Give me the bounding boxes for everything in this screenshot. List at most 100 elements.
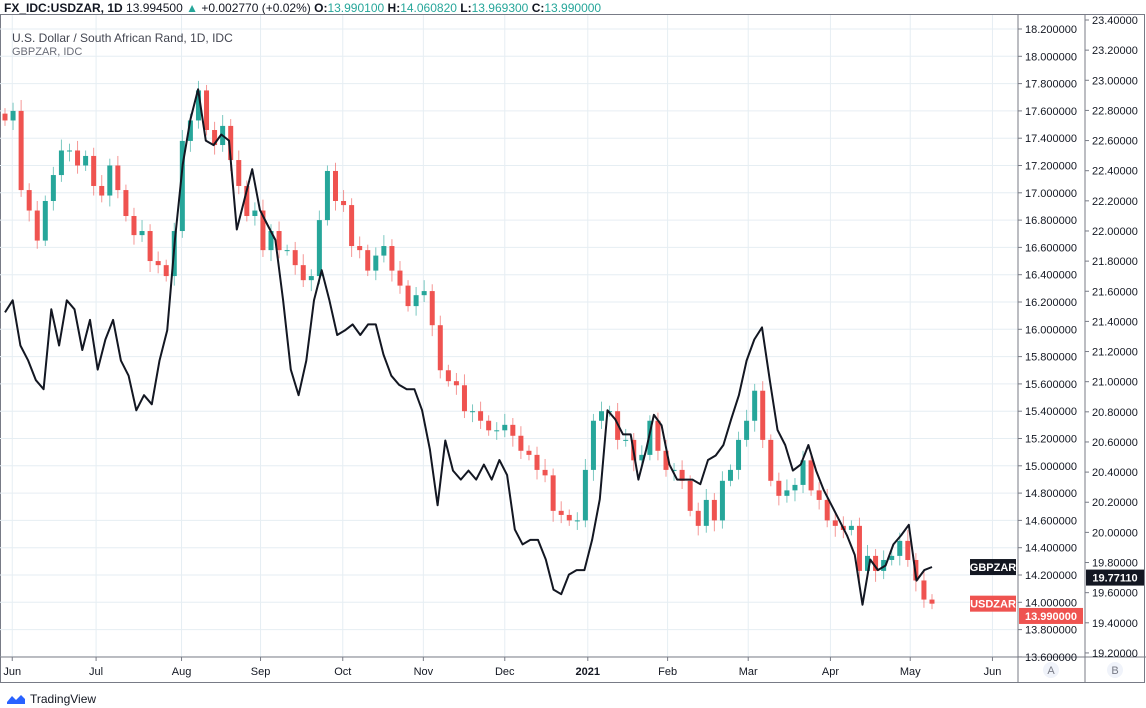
usdzar-series-tag-bg bbox=[970, 595, 1016, 612]
candle-body bbox=[107, 165, 113, 196]
axis-b-label: 20.20000 bbox=[1092, 497, 1138, 509]
candle-body bbox=[300, 265, 306, 281]
axis-b-label: 19.20000 bbox=[1092, 648, 1138, 660]
time-axis-label: Aug bbox=[172, 666, 192, 678]
time-axis-label: Jul bbox=[89, 666, 103, 678]
branding-text: TradingView bbox=[30, 692, 97, 706]
candle-body bbox=[655, 420, 661, 451]
time-axis-label: Jun bbox=[3, 666, 21, 678]
candle-body bbox=[252, 210, 258, 217]
axis-b-label: 20.60000 bbox=[1092, 437, 1138, 449]
axis-b-label: 23.20000 bbox=[1092, 45, 1138, 57]
axis-b-label: 21.80000 bbox=[1092, 256, 1138, 268]
axis-a-label: 17.800000 bbox=[1025, 79, 1077, 91]
candle-body bbox=[760, 390, 766, 440]
axis-b-label: 21.20000 bbox=[1092, 347, 1138, 359]
candle-body bbox=[99, 185, 105, 196]
candle-body bbox=[461, 385, 467, 412]
axis-a-label: 16.000000 bbox=[1025, 324, 1077, 336]
axis-a-label: 17.400000 bbox=[1025, 133, 1077, 145]
axis-b-label: 22.20000 bbox=[1092, 196, 1138, 208]
candle-body bbox=[332, 170, 338, 201]
candle-body bbox=[566, 514, 572, 521]
candle-body bbox=[187, 120, 193, 141]
candle-body bbox=[163, 265, 169, 277]
candle-body bbox=[929, 599, 935, 604]
candle-body bbox=[623, 439, 629, 441]
candle-body bbox=[123, 190, 129, 217]
candle-body bbox=[856, 525, 862, 571]
candle-body bbox=[470, 411, 476, 413]
price-change: +0.002770 (+0.02%) bbox=[201, 1, 311, 15]
axis-a-label: 17.200000 bbox=[1025, 161, 1077, 173]
candle-body bbox=[550, 475, 556, 511]
axis-a-button-label: A bbox=[1047, 665, 1055, 677]
candle-body bbox=[91, 155, 97, 186]
high-label: H: bbox=[387, 1, 401, 15]
candle-body bbox=[792, 484, 798, 491]
axis-a-button[interactable] bbox=[1043, 662, 1059, 678]
candle-body bbox=[324, 170, 330, 221]
time-axis-label: Dec bbox=[495, 666, 515, 678]
axis-b-label: 21.00000 bbox=[1092, 377, 1138, 389]
candle-body bbox=[2, 113, 8, 121]
candle-body bbox=[228, 125, 234, 161]
candle-body bbox=[445, 370, 451, 382]
time-axis-label: Jun bbox=[984, 666, 1002, 678]
axis-a-label: 18.200000 bbox=[1025, 24, 1077, 36]
time-axis-label: Nov bbox=[414, 666, 434, 678]
candle-body bbox=[808, 460, 814, 491]
candle-body bbox=[437, 325, 443, 371]
candle-body bbox=[542, 469, 548, 476]
axis-a-label: 15.800000 bbox=[1025, 352, 1077, 364]
compare-series-legend[interactable]: GBPZAR, IDC bbox=[12, 46, 83, 58]
candle-body bbox=[212, 130, 218, 146]
time-axis-label: May bbox=[900, 666, 921, 678]
low-value: 13.969300 bbox=[471, 1, 529, 15]
candle-body bbox=[50, 175, 56, 201]
candle-body bbox=[308, 276, 314, 281]
gbpzar-axis-price-label: 19.77110 bbox=[1092, 573, 1137, 585]
axis-b-button[interactable] bbox=[1107, 662, 1123, 678]
axis-b-label: 23.40000 bbox=[1092, 15, 1138, 27]
candle-body bbox=[582, 469, 588, 521]
candle-body bbox=[268, 231, 274, 251]
candle-body bbox=[534, 454, 540, 470]
candle-body bbox=[397, 270, 403, 286]
axis-a-label: 13.800000 bbox=[1025, 625, 1077, 637]
candle-body bbox=[558, 510, 564, 515]
symbol-name[interactable]: FX_IDC:USDZAR, 1D bbox=[4, 1, 123, 15]
usdzar-series-tag: USDZAR bbox=[970, 599, 1016, 611]
axis-b-label: 22.00000 bbox=[1092, 226, 1138, 238]
axis-a-label: 15.400000 bbox=[1025, 406, 1077, 418]
axis-b-label: 22.40000 bbox=[1092, 166, 1138, 178]
candle-body bbox=[115, 165, 121, 191]
candle-body bbox=[155, 261, 161, 266]
chart-legend: U.S. Dollar / South African Rand, 1D, ID… bbox=[12, 31, 233, 59]
close-value: 13.990000 bbox=[544, 1, 602, 15]
candle-body bbox=[768, 439, 774, 481]
axis-a-label: 16.200000 bbox=[1025, 297, 1077, 309]
candle-body bbox=[800, 460, 806, 485]
main-series-legend[interactable]: U.S. Dollar / South African Rand, 1D, ID… bbox=[12, 31, 233, 45]
axis-b-label: 19.60000 bbox=[1092, 588, 1138, 600]
axis-a-label: 15.600000 bbox=[1025, 379, 1077, 391]
up-arrow-icon: ▲ bbox=[186, 1, 198, 15]
candle-body bbox=[518, 435, 524, 451]
candle-body bbox=[478, 411, 484, 421]
tradingview-logo[interactable]: TradingView bbox=[6, 692, 96, 706]
axis-b-label: 21.40000 bbox=[1092, 316, 1138, 328]
candle-body bbox=[284, 250, 290, 252]
candle-body bbox=[349, 205, 355, 247]
candle-body bbox=[905, 540, 911, 560]
candle-body bbox=[83, 155, 89, 166]
axis-b-label: 19.80000 bbox=[1092, 558, 1138, 570]
axis-b-label: 19.40000 bbox=[1092, 618, 1138, 630]
candle-body bbox=[341, 200, 347, 206]
axis-a-label: 15.000000 bbox=[1025, 461, 1077, 473]
axis-a-label: 14.400000 bbox=[1025, 543, 1077, 555]
candle-body bbox=[784, 490, 790, 496]
candle-body bbox=[429, 291, 435, 326]
candle-body bbox=[486, 420, 492, 431]
